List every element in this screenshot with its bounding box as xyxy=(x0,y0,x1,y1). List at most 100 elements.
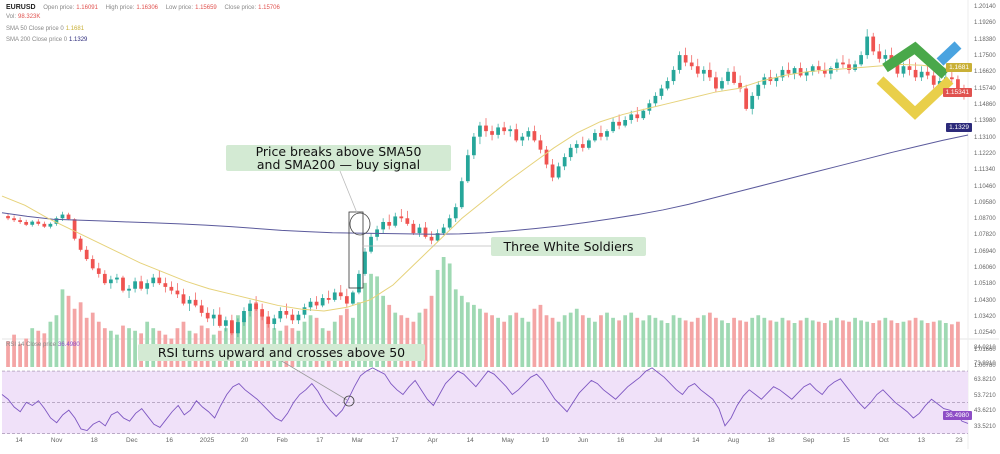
high-label: High price: xyxy=(105,5,135,11)
candle-body xyxy=(689,62,694,67)
volume-bar xyxy=(780,317,785,367)
candle-body xyxy=(272,318,277,324)
candle-body xyxy=(84,249,89,260)
volume-bar xyxy=(357,302,361,367)
candle-body xyxy=(520,136,525,141)
candle-body xyxy=(18,220,22,222)
volume-bar xyxy=(925,323,930,367)
price-tick-label: 1.03420 xyxy=(974,314,996,321)
candle-body xyxy=(950,77,954,80)
volume-bar xyxy=(828,320,833,367)
volume-bar xyxy=(429,295,434,367)
candle-body xyxy=(853,64,857,70)
candle-body xyxy=(641,110,646,119)
legend-row-ohlc: EURUSD Open price: 1.16091 High price: 1.1… xyxy=(6,4,286,11)
candle-body xyxy=(30,221,35,225)
volume-bar xyxy=(683,320,688,367)
candle-body xyxy=(780,69,785,78)
low-value: 1.15659 xyxy=(195,5,217,11)
candle-body xyxy=(478,125,482,137)
candle-body xyxy=(828,68,833,74)
price-tick-label: 1.05180 xyxy=(974,281,996,288)
time-tick-label: Oct xyxy=(878,437,889,444)
time-tick-label: Apr xyxy=(427,437,438,444)
candle-body xyxy=(205,312,210,319)
candle-body xyxy=(568,147,573,158)
volume-bar xyxy=(568,312,573,367)
candle-body xyxy=(526,131,531,137)
candle-body xyxy=(816,66,821,70)
candle-body xyxy=(314,301,319,306)
volume-bar xyxy=(653,317,658,367)
time-tick-label: Nov xyxy=(50,437,63,444)
candle-body xyxy=(695,66,700,74)
volume-bar xyxy=(744,321,749,367)
volume-bar xyxy=(36,330,41,367)
rsi-value: 36.4980 xyxy=(58,342,80,348)
rsi-line xyxy=(1,367,969,432)
volume-bar xyxy=(950,324,954,367)
candle-body xyxy=(344,296,349,304)
open-label: Open price: xyxy=(43,5,75,11)
breakout-callout: Price breaks above SMA50 and SMA200 — bu… xyxy=(226,145,451,171)
candle-body xyxy=(956,79,960,91)
price-tick-label: 1.14860 xyxy=(974,101,996,108)
three-white-soldiers-box xyxy=(348,211,364,289)
volume-bar xyxy=(133,330,137,367)
volume-bar xyxy=(822,323,827,367)
volume-bar xyxy=(538,304,543,367)
candle-body xyxy=(750,95,755,109)
vol-value: 98.323K xyxy=(18,14,41,20)
time-tick-label: 15 xyxy=(842,437,850,444)
candle-body xyxy=(919,71,924,78)
volume-bar xyxy=(248,308,252,367)
time-tick-label: 14 xyxy=(692,437,700,444)
price-tick-label: 1.13980 xyxy=(974,118,996,125)
candle-body xyxy=(623,120,628,126)
candle-body xyxy=(726,71,730,82)
candle-body xyxy=(841,62,845,65)
price-tick-label: 1.20140 xyxy=(974,4,996,10)
candle-body xyxy=(193,299,198,306)
candle-body xyxy=(175,290,180,295)
volume-bar xyxy=(72,308,77,367)
price-tick-label: 1.10460 xyxy=(974,183,996,190)
candle-body xyxy=(320,298,325,306)
volume-bar xyxy=(435,269,440,367)
price-tick-label: 1.11340 xyxy=(974,167,996,174)
candle-body xyxy=(145,283,150,289)
volume-bar xyxy=(459,295,464,367)
candle-body xyxy=(701,69,706,74)
volume-bar xyxy=(913,317,918,367)
candle-body xyxy=(647,103,652,111)
time-tick-label: 16 xyxy=(616,437,625,444)
candle-body xyxy=(532,131,537,141)
candle-body xyxy=(290,314,295,321)
rsi-tick-label: 63.8210 xyxy=(974,376,996,383)
price-tick-label: 1.12220 xyxy=(974,150,996,157)
rsi-pointer xyxy=(279,359,348,401)
volume-bar xyxy=(369,273,373,367)
volume-bar xyxy=(931,321,936,367)
legend-row-sma200: SMA 200 Close price 0 1.1329 xyxy=(6,37,87,43)
volume-bar xyxy=(853,317,857,367)
price-tick-label: 1.16620 xyxy=(974,69,996,76)
volume-bar xyxy=(720,320,724,367)
volume-bar xyxy=(943,323,948,367)
candle-body xyxy=(562,157,567,167)
candle-body xyxy=(465,155,470,182)
volume-bar xyxy=(381,295,386,367)
candle-body xyxy=(223,320,228,326)
candle-body xyxy=(36,221,41,224)
candle-body xyxy=(835,62,839,69)
rsi-label: RSI 14 Close price xyxy=(6,342,57,348)
symbol-label: EURUSD xyxy=(6,4,36,11)
time-tick-label: 20 xyxy=(240,437,249,444)
candle-body xyxy=(230,320,234,334)
candle-body xyxy=(447,218,452,228)
candle-body xyxy=(6,216,10,219)
candle-body xyxy=(435,233,440,241)
candle-body xyxy=(102,273,107,284)
sma50-price-tag: 1.1681 xyxy=(946,63,972,72)
